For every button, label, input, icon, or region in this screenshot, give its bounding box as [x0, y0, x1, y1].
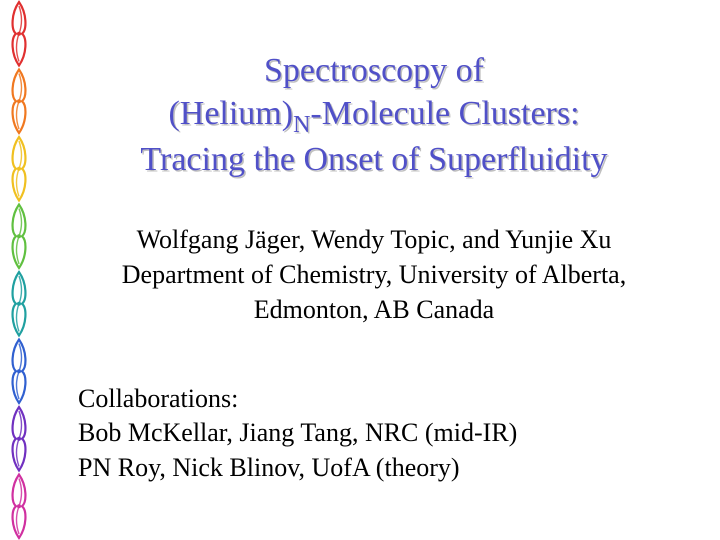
- title-line-1: Spectroscopy of: [68, 50, 680, 93]
- rainbow-border-decoration: [0, 0, 38, 540]
- title-line-2-pre: (Helium): [168, 95, 293, 132]
- title-line-2: (Helium)N-Molecule Clusters:: [68, 93, 680, 140]
- slide-content: Spectroscopy of (Helium)N-Molecule Clust…: [38, 0, 720, 540]
- authors-block: Wolfgang Jäger, Wendy Topic, and Yunjie …: [68, 222, 680, 327]
- collab-line-1: Bob McKellar, Jiang Tang, NRC (mid-IR): [78, 416, 680, 450]
- collab-line-2: PN Roy, Nick Blinov, UofA (theory): [78, 451, 680, 485]
- authors-names: Wolfgang Jäger, Wendy Topic, and Yunjie …: [68, 222, 680, 257]
- authors-dept: Department of Chemistry, University of A…: [68, 257, 680, 292]
- collab-heading: Collaborations:: [78, 382, 680, 416]
- title-block: Spectroscopy of (Helium)N-Molecule Clust…: [68, 50, 680, 182]
- collaborations-block: Collaborations: Bob McKellar, Jiang Tang…: [78, 382, 680, 485]
- authors-location: Edmonton, AB Canada: [68, 292, 680, 327]
- title-subscript: N: [293, 111, 310, 137]
- title-line-2-post: -Molecule Clusters:: [310, 95, 579, 132]
- title-line-3: Tracing the Onset of Superfluidity: [68, 139, 680, 182]
